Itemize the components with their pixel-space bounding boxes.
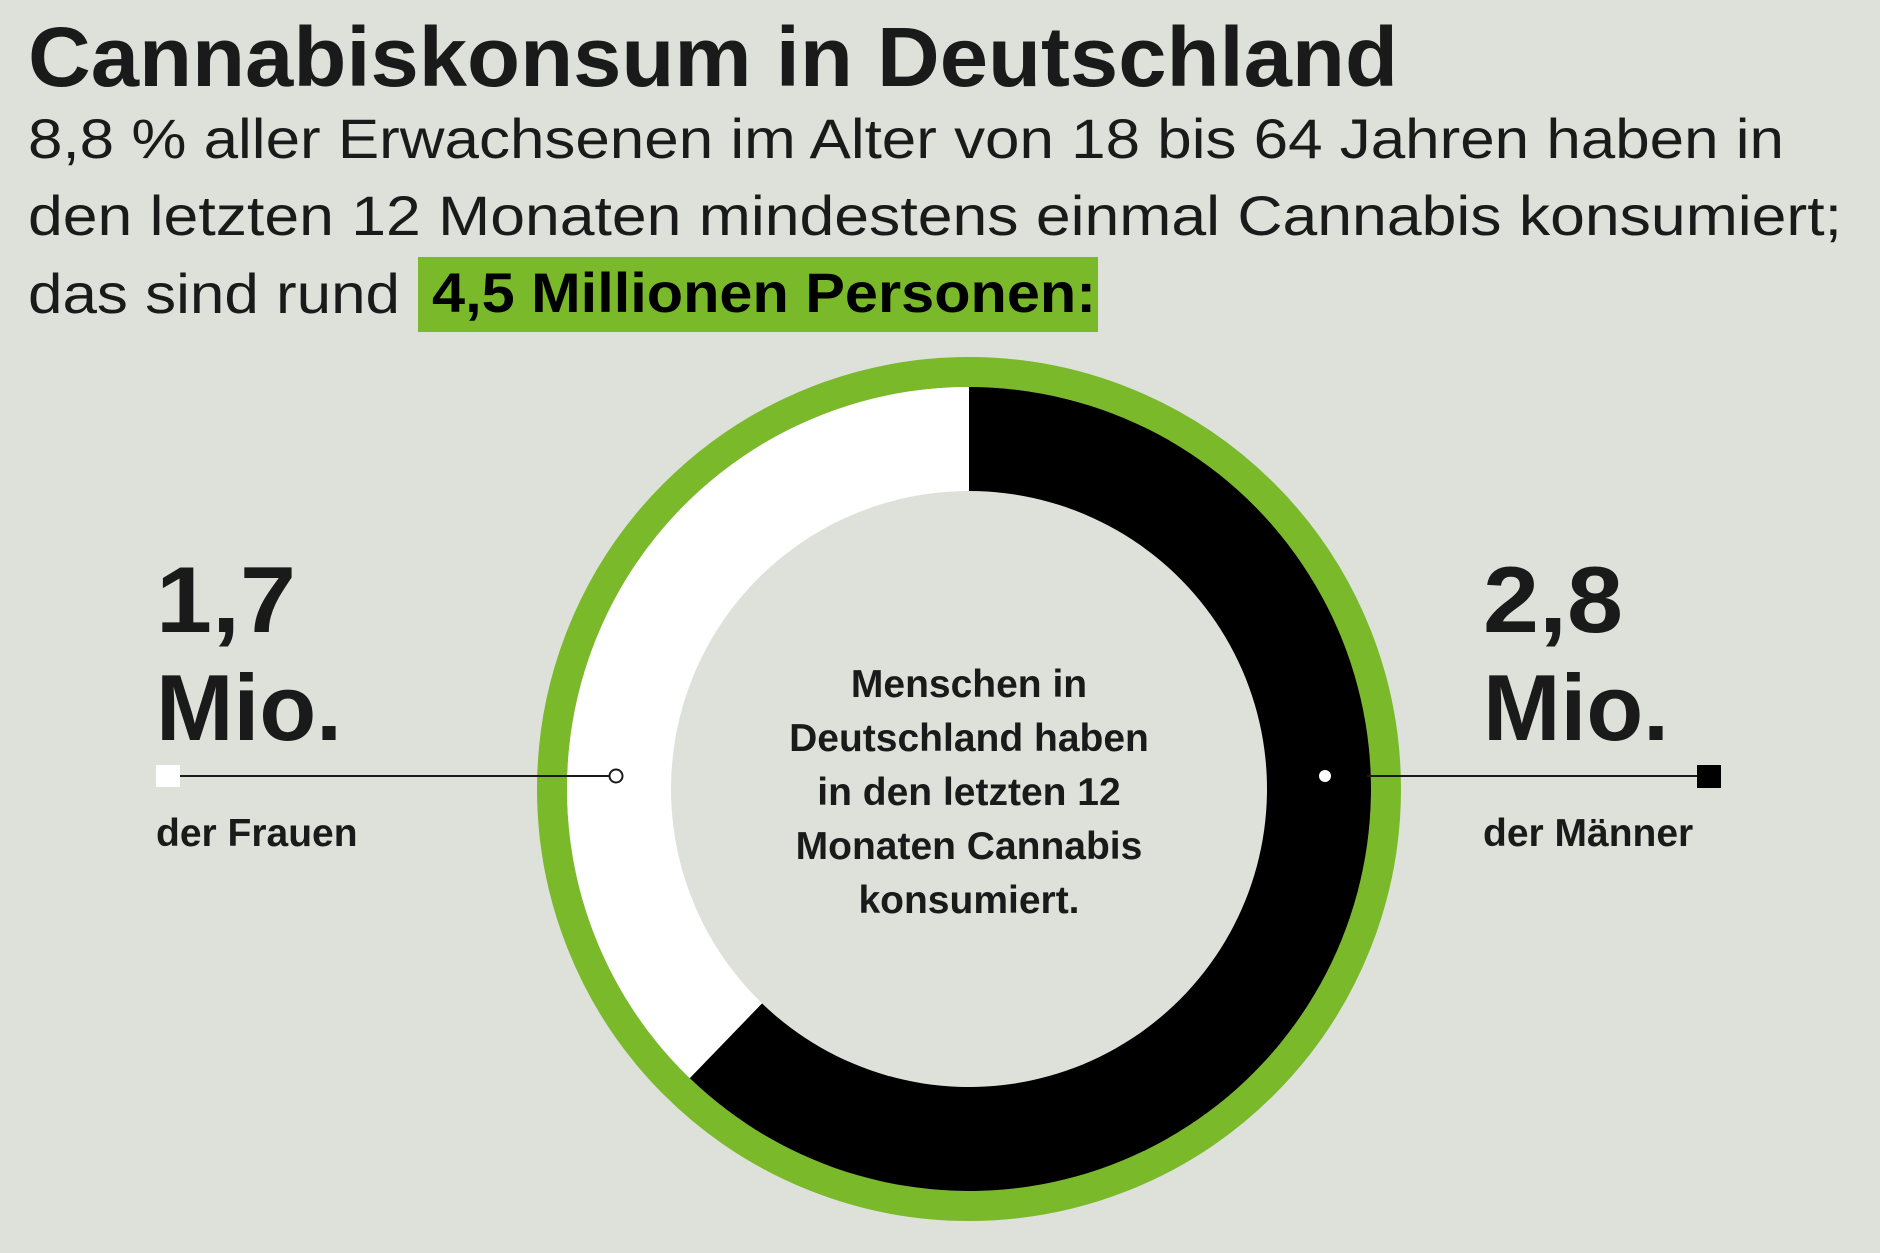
center-text-line: Deutschland haben bbox=[789, 717, 1149, 760]
donut-slice-men bbox=[689, 387, 1371, 1192]
women-value: 1,7 bbox=[156, 547, 296, 652]
men-leader-dot bbox=[1319, 770, 1331, 782]
subtitle-line-2: den letzten 12 Monaten mindestens einmal… bbox=[28, 184, 1842, 247]
subtitle-line-3: das sind rund bbox=[28, 262, 400, 325]
donut-outer-ring bbox=[537, 357, 1401, 1221]
donut-chart bbox=[537, 357, 1401, 1221]
highlight-text: 4,5 Millionen Personen: bbox=[432, 261, 1096, 324]
women-unit: Mio. bbox=[156, 655, 342, 760]
women-label: 1,7 Mio. der Frauen bbox=[156, 547, 624, 855]
page-title: Cannabiskonsum in Deutschland bbox=[28, 10, 1398, 104]
center-text-line: in den letzten 12 bbox=[817, 771, 1120, 814]
highlight-box bbox=[418, 257, 1098, 332]
men-category: der Männer bbox=[1483, 812, 1693, 855]
donut-slice-women bbox=[567, 387, 969, 1079]
men-unit: Mio. bbox=[1483, 655, 1669, 760]
center-text-line: Menschen in bbox=[851, 663, 1087, 706]
men-value: 2,8 bbox=[1483, 547, 1623, 652]
women-legend-square bbox=[156, 765, 180, 787]
center-text: Menschen in Deutschland haben in den let… bbox=[789, 663, 1149, 922]
men-legend-square bbox=[1697, 765, 1721, 788]
subtitle-line-1: 8,8 % aller Erwachsenen im Alter von 18 … bbox=[28, 107, 1784, 170]
men-label: 2,8 Mio. der Männer bbox=[1319, 547, 1721, 855]
center-text-line: Monaten Cannabis bbox=[796, 825, 1143, 868]
center-text-line: konsumiert. bbox=[858, 879, 1079, 922]
women-category: der Frauen bbox=[156, 812, 358, 855]
women-leader-dot bbox=[608, 768, 624, 784]
